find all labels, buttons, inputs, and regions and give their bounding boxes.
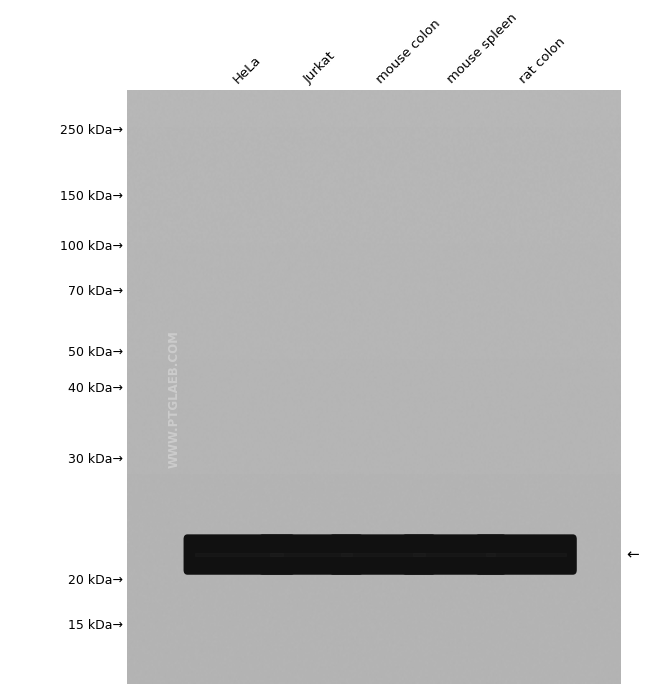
Text: 30 kDa→: 30 kDa→ [68, 453, 124, 466]
Text: HeLa: HeLa [230, 53, 263, 86]
Text: 100 kDa→: 100 kDa→ [60, 240, 124, 253]
Text: 40 kDa→: 40 kDa→ [68, 382, 124, 395]
Text: 250 kDa→: 250 kDa→ [60, 124, 124, 137]
Text: 20 kDa→: 20 kDa→ [68, 574, 124, 587]
FancyBboxPatch shape [330, 534, 436, 575]
FancyBboxPatch shape [402, 534, 506, 575]
Text: 15 kDa→: 15 kDa→ [68, 619, 124, 632]
Text: ←: ← [626, 547, 639, 562]
Text: 150 kDa→: 150 kDa→ [60, 190, 124, 203]
FancyBboxPatch shape [475, 534, 577, 575]
Text: WWW.PTGLAEB.COM: WWW.PTGLAEB.COM [167, 330, 180, 468]
Text: mouse spleen: mouse spleen [445, 12, 520, 86]
Text: rat colon: rat colon [517, 35, 567, 86]
Text: mouse colon: mouse colon [374, 17, 443, 86]
Text: 70 kDa→: 70 kDa→ [68, 285, 124, 299]
FancyBboxPatch shape [183, 534, 295, 575]
Text: Jurkat: Jurkat [302, 50, 339, 86]
FancyBboxPatch shape [259, 534, 363, 575]
Text: 50 kDa→: 50 kDa→ [68, 346, 124, 359]
